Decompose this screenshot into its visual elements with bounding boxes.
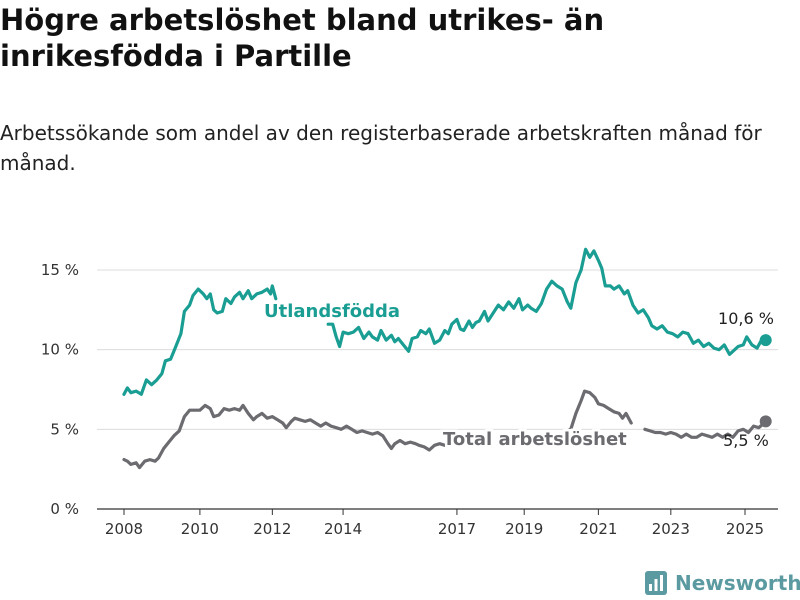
y-tick-label: 5 % bbox=[50, 420, 79, 438]
y-tick-label: 0 % bbox=[50, 500, 79, 518]
x-tick-label: 2010 bbox=[181, 520, 219, 538]
series-labels: Utlandsfödda Total arbetslöshet 10,6 % 5,5 … bbox=[262, 299, 774, 453]
y-tick-label: 15 % bbox=[41, 261, 79, 279]
x-tick-label: 2017 bbox=[438, 520, 476, 538]
x-tick-label: 2025 bbox=[726, 520, 764, 538]
newsworthy-logo: Newsworthy bbox=[645, 568, 800, 598]
brand-name: Newsworthy bbox=[675, 571, 800, 595]
series-line bbox=[122, 403, 447, 470]
x-tick-label: 2008 bbox=[105, 520, 143, 538]
series-line bbox=[122, 284, 278, 396]
series-label-utlandsfodda: Utlandsfödda bbox=[264, 301, 400, 322]
end-value-label-utlandsfodda: 10,6 % bbox=[718, 309, 774, 328]
series-line bbox=[565, 389, 633, 433]
series-line bbox=[326, 247, 768, 356]
x-tick-label: 2023 bbox=[652, 520, 690, 538]
y-tick-label: 10 % bbox=[41, 341, 79, 359]
x-tick-label: 2021 bbox=[579, 520, 617, 538]
axes: 0 % 5 % 10 % 15 % 2008 2010 2012 2014 2017 2019 20… bbox=[41, 261, 778, 538]
series-label-total: Total arbetslöshet bbox=[443, 429, 627, 450]
x-tick-label: 2012 bbox=[253, 520, 291, 538]
grid bbox=[97, 269, 778, 430]
chart-title: Högre arbetslöshet bland utrikes- än inr… bbox=[0, 3, 605, 73]
x-tick-label: 2014 bbox=[324, 520, 362, 538]
series bbox=[122, 247, 772, 470]
newsworthy-icon bbox=[645, 571, 667, 595]
series-end-point bbox=[759, 415, 772, 428]
series-line bbox=[643, 419, 768, 439]
series-end-point bbox=[759, 334, 772, 347]
chart-subtitle: Arbetssökande som andel av den registerb… bbox=[0, 121, 762, 175]
end-value-label-total: 5,5 % bbox=[723, 431, 769, 450]
x-tick-label: 2019 bbox=[505, 520, 543, 538]
